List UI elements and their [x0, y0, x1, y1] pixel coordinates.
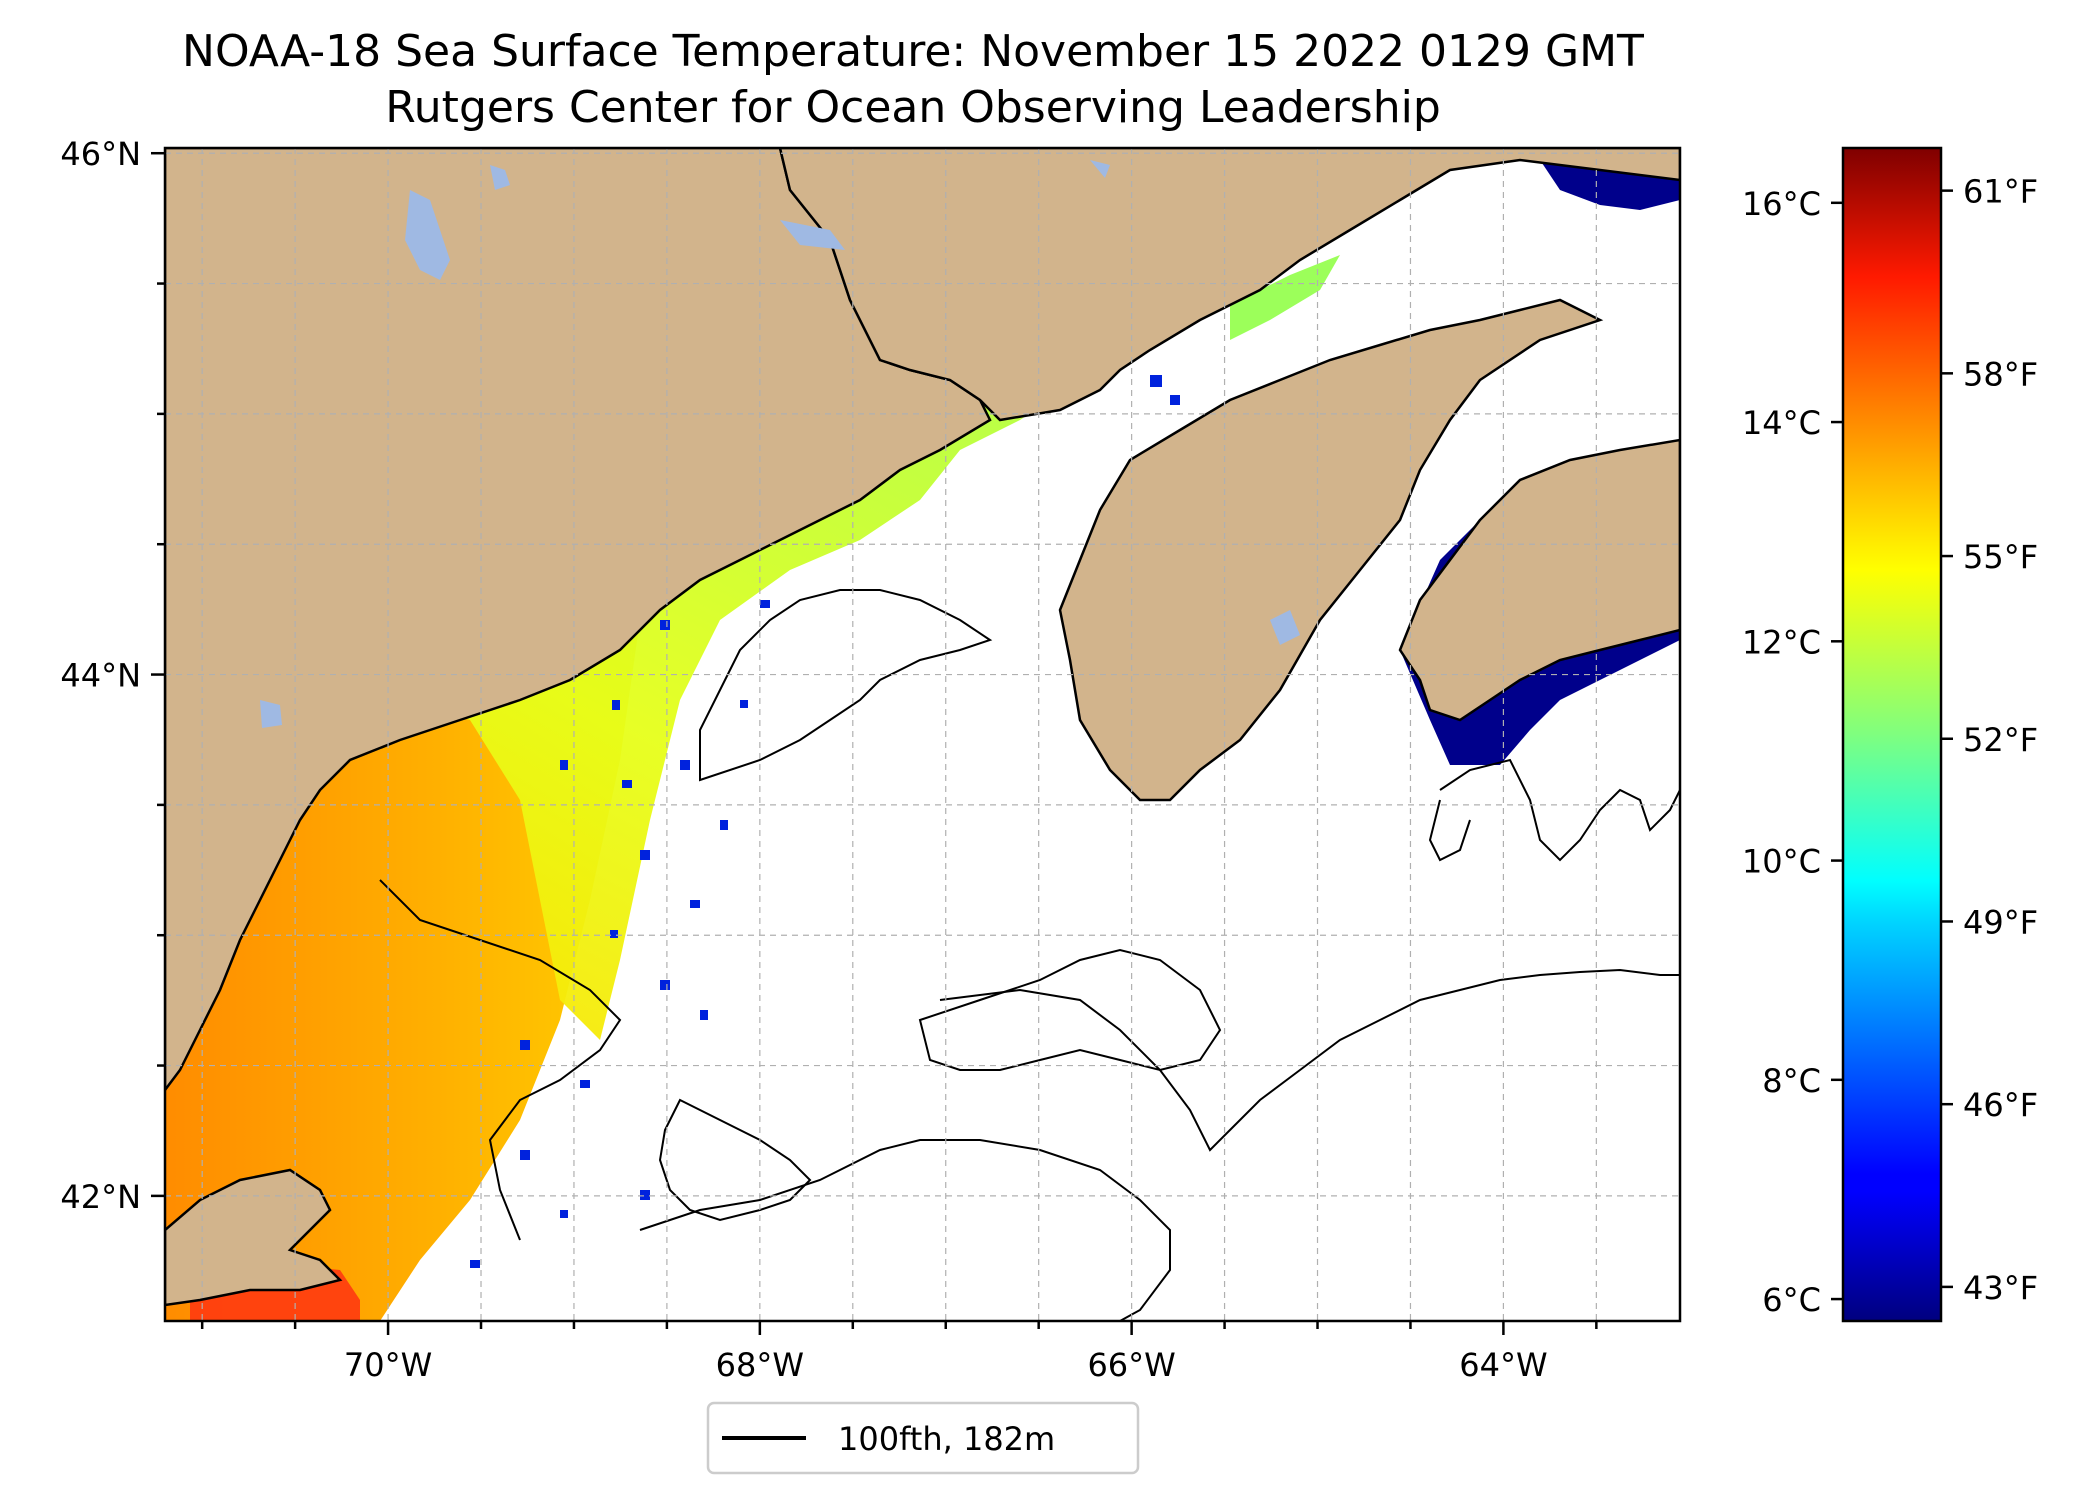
colorbar-fahrenheit-label: 61°F	[1963, 173, 2038, 211]
isobath-100fth	[379, 589, 1680, 1321]
map-title: NOAA-18 Sea Surface Temperature: Novembe…	[182, 26, 1644, 77]
colorbar-celsius-label: 12°C	[1742, 623, 1821, 661]
colorbar-fahrenheit-label: 58°F	[1963, 355, 2038, 393]
land-cape-breton	[1398, 438, 1680, 722]
colorbar-fahrenheit-label: 49°F	[1963, 903, 2038, 941]
x-tick-label: 64°W	[1459, 1346, 1547, 1384]
colorbar: 6°C 8°C 10°C 12°C 14°C 16°C 43°F 46°F 49°F 52°F 5…	[1742, 146, 2038, 1323]
colorbar-fahrenheit-label: 46°F	[1963, 1086, 2038, 1124]
legend-label: 100fth, 182m	[838, 1420, 1055, 1458]
map-frame	[163, 146, 1682, 1323]
colorbar-celsius-label: 8°C	[1762, 1062, 1821, 1100]
map-axis-tick-labels: 70°W 68°W 66°W 64°W 46°N 44°N 42°N	[60, 135, 1547, 1384]
map-axis-ticks	[151, 151, 1598, 1335]
x-tick-label: 66°W	[1087, 1346, 1175, 1384]
lakes	[260, 160, 1300, 728]
sst-cool-water-field	[260, 300, 1120, 1040]
colorbar-fahrenheit-label: 52°F	[1963, 721, 2038, 759]
map-panel	[165, 148, 1680, 1321]
map-subtitle: Rutgers Center for Ocean Observing Leade…	[385, 82, 1441, 133]
colorbar-gradient	[1841, 146, 1943, 1323]
land-masses	[165, 148, 1680, 1307]
land-nova-scotia	[1058, 298, 1604, 802]
colorbar-fahrenheit-label: 55°F	[1963, 538, 2038, 576]
x-tick-label: 70°W	[344, 1346, 432, 1384]
y-tick-label: 46°N	[60, 135, 141, 173]
y-tick-label: 42°N	[60, 1178, 141, 1216]
colorbar-celsius-label: 10°C	[1742, 843, 1821, 881]
colorbar-celsius-ticks: 6°C 8°C 10°C 12°C 14°C 16°C	[1742, 185, 1843, 1319]
colorbar-celsius-label: 6°C	[1762, 1281, 1821, 1319]
x-tick-label: 68°W	[716, 1346, 804, 1384]
colorbar-celsius-label: 16°C	[1742, 185, 1821, 223]
land-cape-cod	[165, 1168, 343, 1307]
y-tick-label: 44°N	[60, 657, 141, 695]
land-new-brunswick	[778, 148, 1680, 422]
legend-box: 100fth, 182m	[706, 1401, 1140, 1475]
sst-bay-of-fundy-strip	[1230, 255, 1340, 340]
colorbar-celsius-label: 14°C	[1742, 404, 1821, 442]
map-gridlines	[165, 148, 1680, 1321]
colorbar-fahrenheit-label: 43°F	[1963, 1269, 2038, 1307]
colorbar-fahrenheit-ticks: 43°F 46°F 49°F 52°F 55°F 58°F 61°F	[1941, 173, 2038, 1307]
